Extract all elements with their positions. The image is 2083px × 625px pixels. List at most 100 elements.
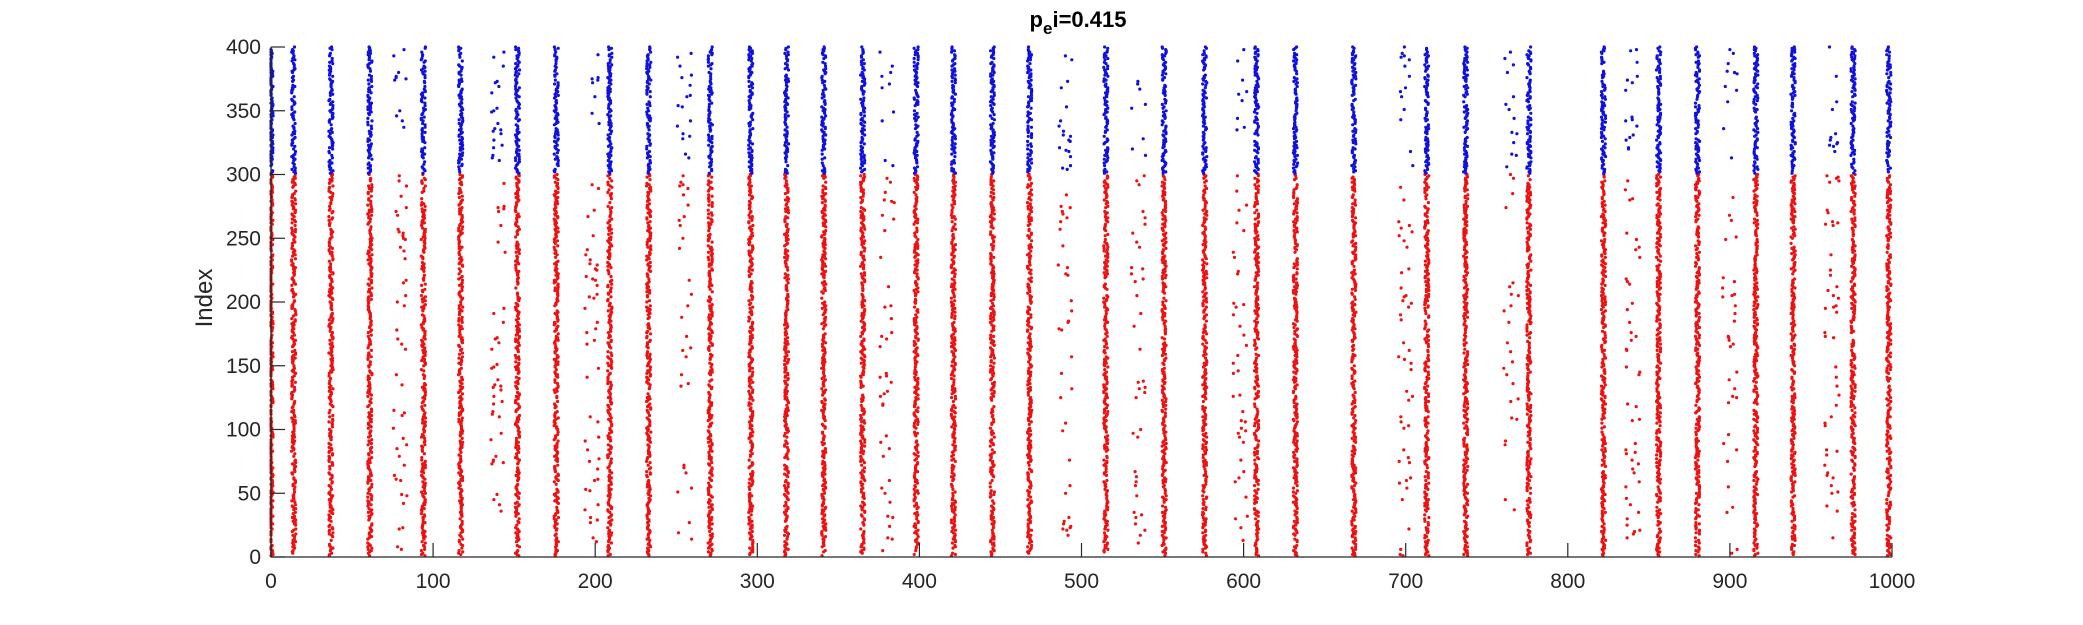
spike-dot	[420, 260, 424, 265]
spike-dot	[707, 179, 711, 183]
spike-dot	[647, 299, 652, 303]
spike-dot	[645, 416, 649, 420]
spike-dot	[609, 274, 613, 279]
spike-dot	[646, 190, 650, 194]
spike-dot	[459, 366, 463, 370]
spike-dot	[420, 359, 424, 363]
spike-dot	[514, 384, 518, 388]
spike-dot	[419, 203, 423, 207]
spike-dot	[327, 215, 331, 219]
burst-column	[366, 172, 374, 558]
spike-dot	[751, 305, 755, 309]
spike-dot	[823, 332, 827, 336]
spike-dot	[862, 529, 866, 534]
spike-dot	[367, 415, 371, 419]
spike-dot	[821, 188, 825, 192]
spike-dot	[1105, 294, 1109, 298]
spike-dot	[553, 180, 557, 184]
spike-dot	[292, 385, 297, 389]
spike-dot	[992, 435, 996, 439]
spike-dot	[458, 517, 462, 521]
spike-dot	[859, 424, 863, 428]
spike-dot	[331, 417, 335, 421]
spike-dot	[1028, 243, 1033, 247]
spike-dot	[516, 402, 520, 406]
spike-dot	[293, 197, 297, 201]
spike-dot	[327, 441, 331, 446]
spike-dot	[1029, 181, 1034, 185]
spike-dot	[516, 379, 520, 383]
spike-dot	[327, 244, 331, 248]
spike-dot	[366, 541, 370, 545]
spike-dot	[515, 258, 519, 262]
spike-dot	[328, 542, 332, 546]
spike-dot	[648, 178, 652, 182]
spike-dot	[419, 254, 423, 258]
spike-dot	[710, 542, 714, 546]
spike-dot	[859, 527, 863, 531]
spike-dot	[912, 552, 916, 557]
spike-dot	[419, 549, 423, 553]
spike-dot	[912, 176, 916, 180]
spike-dot	[458, 333, 462, 337]
spike-dot	[1026, 328, 1030, 332]
spike-dot	[369, 485, 374, 489]
spike-dot	[914, 313, 918, 317]
spike-dot	[420, 456, 424, 460]
spike-dot	[422, 176, 426, 180]
spike-dot	[331, 494, 335, 498]
spike-dot	[290, 212, 294, 216]
spike-dot	[782, 533, 787, 537]
spike-dot	[514, 250, 518, 254]
spike-dot	[988, 481, 992, 485]
spike-dot	[459, 394, 463, 398]
spike-dot	[1028, 426, 1032, 430]
spike-dot	[823, 535, 828, 539]
spike-dot	[366, 299, 370, 303]
spike-dot	[457, 486, 461, 490]
spike-dot	[751, 223, 755, 228]
spike-dot	[861, 500, 865, 504]
spike-dot	[459, 303, 463, 307]
spike-dot	[457, 310, 462, 314]
spike-dot	[648, 220, 652, 224]
spike-dot	[1160, 510, 1164, 514]
spike-dot	[328, 195, 332, 200]
spike-dot	[1029, 188, 1033, 192]
spike-dot	[647, 202, 652, 206]
spike-dot	[749, 294, 754, 298]
spike-dot	[989, 230, 993, 234]
spike-dot	[420, 313, 424, 317]
spike-dot	[292, 237, 296, 242]
spike-dot	[327, 259, 331, 263]
spike-dot	[366, 462, 370, 466]
burst-column	[327, 172, 335, 558]
spike-dot	[859, 513, 864, 517]
spike-dot	[707, 332, 711, 336]
spike-dot	[291, 541, 295, 545]
spike-dot	[992, 361, 996, 365]
spike-dot	[1028, 202, 1032, 206]
spike-dot	[606, 297, 610, 301]
spike-dot	[514, 394, 518, 398]
spike-dot	[1103, 509, 1107, 513]
spike-dot	[423, 436, 427, 440]
spike-dot	[648, 402, 652, 406]
spike-dot	[327, 371, 331, 375]
spike-dot	[710, 267, 714, 271]
spike-dot	[294, 292, 298, 296]
spike-dot	[915, 431, 920, 435]
spike-dot	[330, 421, 334, 425]
spike-dot	[859, 403, 863, 407]
spike-dot	[1106, 410, 1110, 414]
spike-dot	[330, 551, 334, 555]
spike-dot	[710, 290, 714, 294]
spike-dot	[912, 190, 916, 194]
spike-dot	[950, 350, 954, 354]
spike-dot	[517, 405, 522, 409]
spike-dot	[516, 212, 520, 216]
spike-dot	[989, 311, 993, 316]
spike-dot	[290, 350, 294, 354]
spike-dot	[1103, 282, 1107, 286]
spike-dot	[823, 397, 827, 401]
